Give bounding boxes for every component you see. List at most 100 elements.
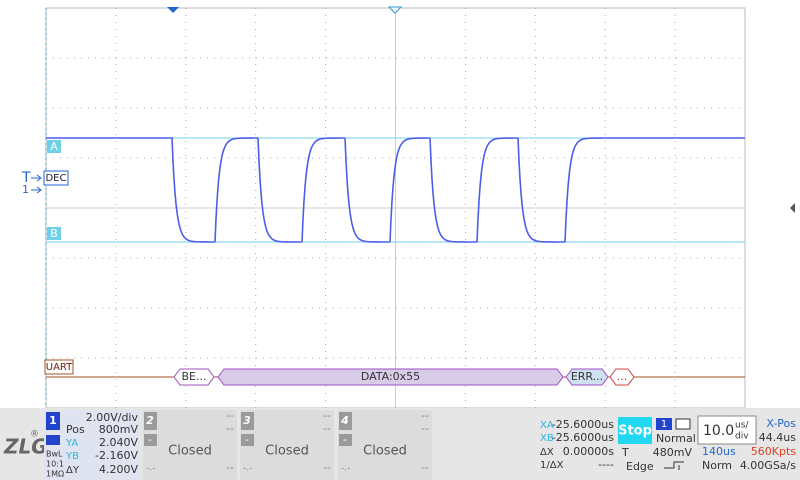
channel-number: 3 [243, 414, 251, 427]
channel-box[interactable] [338, 410, 432, 480]
channel-bottom-right: -- [226, 461, 234, 474]
trigger-source-box [656, 418, 672, 430]
decode-packet [217, 368, 564, 386]
bandwidth: BwL [46, 450, 63, 459]
dy-value: 4.200V [99, 463, 138, 476]
edge-icon [664, 461, 684, 470]
marker-arrows [31, 174, 42, 194]
timebase-unit-top: us/ [735, 421, 749, 431]
logo: ZLG [3, 435, 48, 459]
channel-scale: -- [421, 409, 429, 422]
channel-mark-box [241, 434, 254, 446]
xpos-label: X-Pos [766, 417, 796, 430]
channel-mark-box [339, 434, 352, 446]
yb-value: -2.160V [95, 449, 138, 462]
trigger-level-label: T [621, 446, 629, 459]
timebase-unit-bottom: div [735, 432, 749, 442]
trigger-source: 1 [661, 419, 667, 430]
ya-value: 2.040V [99, 436, 138, 449]
channel-bottom-right: -- [323, 461, 331, 474]
decode-label: ERR... [571, 370, 603, 383]
channel-mark: - [343, 433, 347, 446]
channel1-coupling-icon [46, 435, 60, 445]
yb-label: YB [65, 451, 79, 462]
graticule [46, 8, 745, 408]
channel1-number-box [46, 412, 60, 430]
channel-marker: 1 [22, 183, 29, 196]
decode-format-box [43, 170, 69, 186]
cursor-a-label: A [50, 140, 58, 153]
channel-bottom-right: -- [421, 461, 429, 474]
channel1-panel[interactable]: 1 2.00V/div Pos 800mV YA 2.040V YB -2.16… [44, 410, 140, 480]
channel1-number: 1 [49, 414, 57, 427]
channel-box[interactable] [143, 410, 237, 480]
dx-label: ΔX [540, 447, 554, 458]
ya-label: YA [65, 438, 78, 449]
xpos-value: 44.4us [759, 431, 796, 444]
channel-bottom-left: -.- [341, 464, 350, 474]
decode-format: DEC [45, 173, 66, 184]
channel-box[interactable] [240, 410, 334, 480]
timebase-scale: 10.0 [703, 423, 734, 439]
dx-value: 0.00000s [563, 445, 614, 458]
trigger-position-marker [167, 7, 179, 13]
channel-pos: -- [421, 422, 429, 435]
channel-panels: 2 -----Closed-.- --3 -----Closed-.- --4 -----… [143, 409, 432, 480]
xa-label: XA [540, 420, 554, 431]
decode-packet [609, 368, 635, 386]
xb-value: -25.6000us [552, 431, 614, 444]
channel-bottom-left: -.- [146, 464, 155, 474]
time-window: 140us [702, 445, 736, 458]
acquisition-mode: Norm [702, 459, 732, 472]
side-arrow[interactable] [790, 203, 795, 213]
bus-label: UART [46, 362, 73, 373]
decode-label: ... [617, 370, 628, 383]
inv-dx-value: ---- [598, 458, 614, 471]
trigger-type: Edge [626, 460, 654, 473]
channel-mark: - [148, 433, 152, 446]
screen [0, 0, 800, 408]
channel-number-box [339, 412, 352, 430]
timebase-box[interactable] [697, 415, 757, 445]
cursor-panel [535, 412, 615, 478]
trigger-marker: T [21, 170, 31, 186]
decode-packet [565, 368, 609, 386]
waveform-trace [46, 137, 745, 243]
channel-status: Closed [363, 444, 407, 459]
channel1-pos: 800mV [99, 423, 139, 436]
channel-pos: -- [226, 422, 234, 435]
trigger-level: 480mV [653, 446, 693, 459]
channel-number: 4 [340, 414, 349, 427]
impedance: 1MΩ [46, 470, 64, 479]
decode-packet [173, 368, 215, 386]
bus-tag [44, 359, 74, 375]
cursor-b-tag [47, 227, 61, 240]
channel-status: Closed [168, 444, 212, 459]
center-marker [387, 6, 403, 14]
run-stop-button[interactable] [618, 417, 652, 444]
decode-label: DATA:0x55 [361, 370, 420, 383]
channel-mark-box [144, 434, 157, 446]
pos-label: Pos [66, 423, 85, 436]
channel-pos: -- [323, 422, 331, 435]
run-state[interactable]: Stop [618, 424, 652, 439]
channel-status: Closed [265, 444, 309, 459]
trigger-mode: Normal [656, 432, 696, 445]
channel-number: 2 [146, 414, 154, 427]
memory-depth: 560Kpts [751, 445, 797, 458]
channel1-scale: 2.00V/div [86, 411, 139, 424]
channel-mark: - [245, 433, 249, 446]
xb-label: XB [540, 433, 554, 444]
cursor-a-tag [47, 140, 61, 153]
channel-number-box [144, 412, 157, 430]
cursor-b-label: B [50, 227, 58, 240]
inv-dx-label: 1/ΔX [540, 460, 564, 471]
probe: 10:1 [46, 460, 64, 469]
sample-rate: 4.00GSa/s [740, 459, 796, 472]
channel-scale: -- [226, 409, 234, 422]
trigger-icon [675, 418, 691, 430]
decode-label: BE... [182, 370, 207, 383]
channel-scale: -- [323, 409, 331, 422]
decode-packets: BE... DATA:0x55 ERR...... [173, 368, 635, 386]
